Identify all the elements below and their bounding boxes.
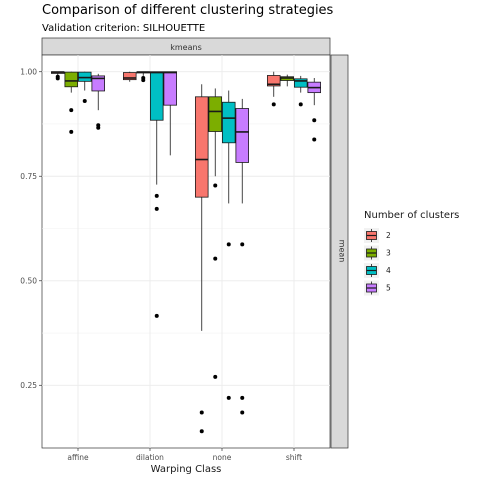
box-iqr xyxy=(163,71,177,106)
grid-lines xyxy=(42,55,330,448)
legend-title: Number of clusters xyxy=(364,210,459,221)
legend-key-2 xyxy=(364,228,379,243)
outlier-point xyxy=(96,125,101,130)
outlier-point xyxy=(240,395,245,400)
outlier-point xyxy=(199,429,204,434)
x-tick-label: affine xyxy=(67,453,89,462)
box-none-5 xyxy=(235,98,249,415)
outlier-point xyxy=(226,395,231,400)
box-shift-2 xyxy=(266,71,281,107)
legend-label-5: 5 xyxy=(386,284,391,293)
x-axis-title: Warping Class xyxy=(151,464,222,475)
outlier-point xyxy=(213,374,218,379)
box-iqr xyxy=(194,96,209,198)
legend-key-5 xyxy=(364,280,379,296)
outlier-point xyxy=(213,256,218,261)
box-shift-3 xyxy=(280,74,294,87)
outlier-point xyxy=(226,242,231,247)
box-affine-3 xyxy=(64,71,79,134)
outlier-point xyxy=(154,313,159,318)
box-none-3 xyxy=(208,88,222,379)
outlier-point xyxy=(312,137,317,142)
outlier-point xyxy=(154,206,159,211)
x-tick-label: none xyxy=(213,453,232,462)
box-affine-5 xyxy=(91,73,106,130)
box-affine-4 xyxy=(78,71,92,103)
x-tick-label: dilation xyxy=(136,453,164,462)
box-dilation-3 xyxy=(136,71,150,83)
outlier-point xyxy=(240,242,245,247)
chart-subtitle: Validation criterion: SILHOUETTE xyxy=(42,23,205,34)
box-iqr xyxy=(64,71,79,88)
outlier-point xyxy=(240,410,245,415)
y-tick-label: 1.00 xyxy=(20,67,37,76)
legend-key-4 xyxy=(364,263,379,278)
x-axis: affine dilation none shift xyxy=(67,448,302,462)
legend-label-4: 4 xyxy=(386,266,391,275)
outlier-point xyxy=(199,410,204,415)
outlier-point xyxy=(213,183,218,188)
box-shift-5 xyxy=(307,77,321,142)
box-dilation-2 xyxy=(123,71,137,82)
outlier-point xyxy=(312,118,317,123)
outlier-point xyxy=(69,108,74,113)
outlier-point xyxy=(154,193,159,198)
box-iqr xyxy=(293,78,308,88)
legend-label-2: 2 xyxy=(386,231,391,240)
legend: Number of clusters 2 3 4 5 xyxy=(364,210,459,296)
plot-panel xyxy=(41,54,331,449)
outlier-point xyxy=(271,102,276,107)
x-tick-label: shift xyxy=(286,453,302,462)
outlier-point xyxy=(55,74,60,79)
box-none-4 xyxy=(221,90,236,400)
facet-strip-right-label: mean xyxy=(338,240,347,263)
y-tick-label: 0.50 xyxy=(20,276,37,285)
box-iqr xyxy=(149,71,164,121)
box-iqr xyxy=(78,71,92,82)
box-iqr xyxy=(221,101,236,144)
y-tick-label: 0.75 xyxy=(20,172,37,181)
box-iqr xyxy=(123,72,137,81)
box-iqr xyxy=(266,75,281,87)
facet-strip-top-label: kmeans xyxy=(170,43,202,52)
outlier-point xyxy=(298,102,303,107)
box-iqr xyxy=(91,75,106,92)
outlier-point xyxy=(141,78,146,83)
box-none-2 xyxy=(194,84,209,434)
box-layer xyxy=(51,71,321,434)
legend-key-3 xyxy=(364,245,379,261)
box-shift-4 xyxy=(293,75,308,107)
box-dilation-4 xyxy=(149,71,164,318)
y-axis: 0.25 0.50 0.75 1.00 xyxy=(20,67,42,390)
box-affine-2 xyxy=(51,71,65,81)
facet-strip-right xyxy=(330,54,349,449)
box-dilation-5 xyxy=(163,71,177,156)
box-iqr xyxy=(235,108,249,163)
box-iqr xyxy=(208,96,222,132)
legend-label-3: 3 xyxy=(386,249,391,258)
chart-title: Comparison of different clustering strat… xyxy=(42,3,334,18)
outlier-point xyxy=(82,98,87,103)
y-tick-label: 0.25 xyxy=(20,381,37,390)
outlier-point xyxy=(69,129,74,134)
